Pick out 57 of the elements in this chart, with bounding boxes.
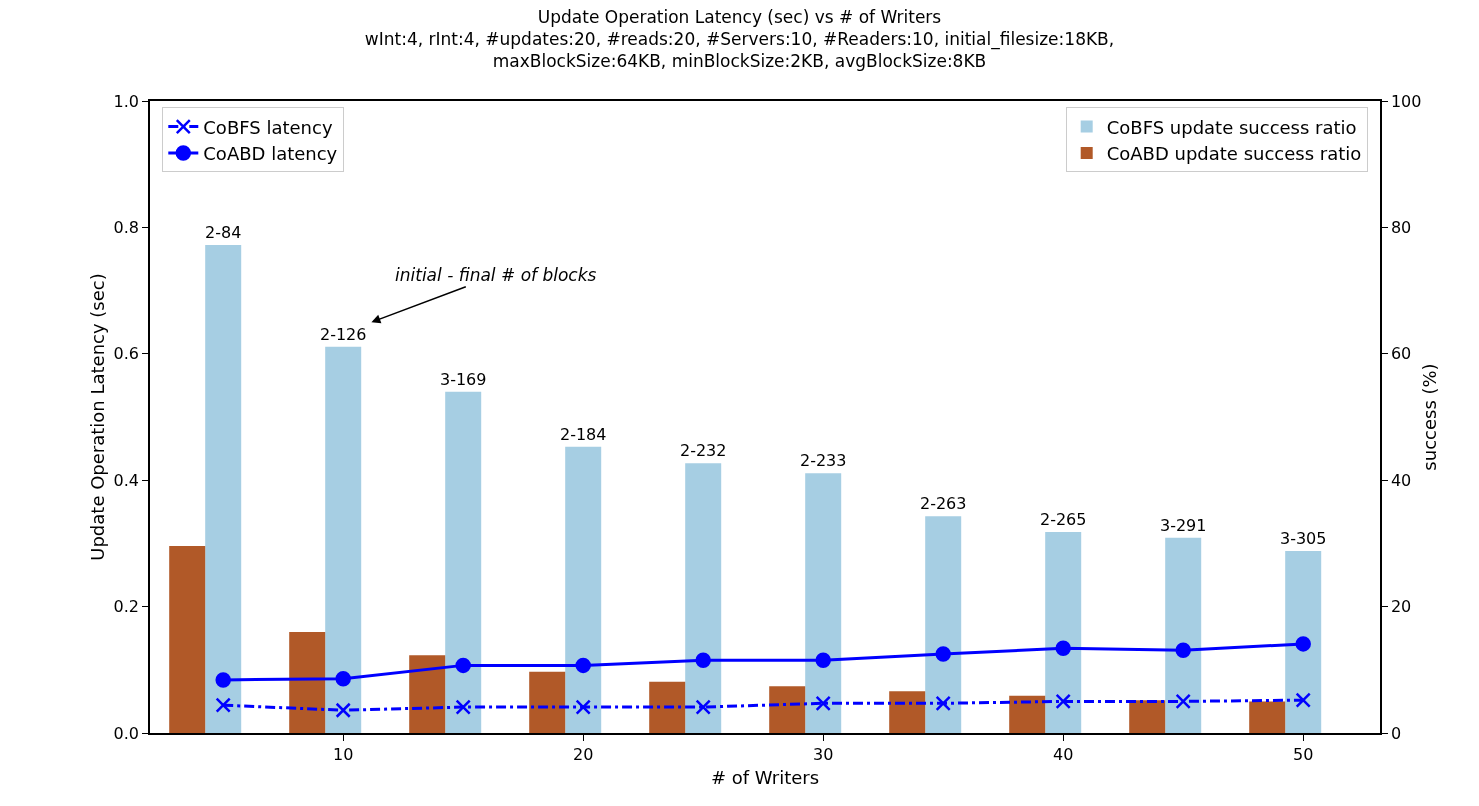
x-tick-label: 50 [1293, 744, 1314, 764]
data-label: 2-265 [1039, 510, 1087, 530]
point [335, 702, 351, 718]
point [1055, 693, 1071, 710]
data-label: 2-84 [205, 223, 242, 243]
point [1175, 693, 1191, 710]
x-tick-label: 40 [1053, 744, 1074, 764]
data-label: 3-291 [1159, 515, 1207, 535]
legend-label: CoBFS update success ratio [1106, 116, 1357, 138]
point [1055, 640, 1071, 657]
y-tick-label: 0.4 [113, 470, 140, 490]
data-label: 2-232 [679, 441, 727, 461]
y-tick-label: 0.6 [113, 344, 140, 364]
point [1295, 692, 1311, 708]
point [815, 695, 831, 712]
y2-tick-label: 100 [1390, 91, 1422, 111]
y-tick-label: 0.8 [113, 218, 140, 237]
annotation: initial - final # of blocks [395, 265, 597, 285]
y-axis-title: Update Operation Latency (sec) [86, 273, 108, 561]
y2-tick-label: 80 [1390, 218, 1412, 237]
y2-tick-label: 60 [1390, 344, 1412, 364]
x-tick-label: 10 [333, 744, 354, 764]
y-tick-label: 1.0 [113, 91, 140, 111]
point [1295, 636, 1311, 652]
chart-subtitle: wInt:4, rInt:4, #updates:20, #reads:20, #Servers:10, #Readers:10, initial_filesize:18KB, maxBlockSize:64KB, minBlockSize:2KB, avgBlockSize:8KB [364, 28, 1115, 71]
x-axis-title: # of Writers [710, 766, 820, 788]
point [215, 672, 231, 688]
y-tick-label: 0.0 [113, 723, 140, 743]
x-tick-label: 20 [573, 744, 594, 764]
point [935, 695, 951, 712]
point [575, 657, 591, 674]
data-label: 2-263 [919, 494, 967, 514]
chart-title: Update Operation Latency (sec) vs # of Writers [537, 6, 942, 27]
point [215, 697, 231, 713]
legend-label: CoABD update success ratio [1106, 142, 1362, 164]
data-label: 2-126 [319, 324, 367, 344]
point [695, 652, 711, 669]
point [815, 652, 831, 669]
y2-tick-label: 40 [1390, 470, 1412, 490]
y2-tick-label: 0 [1390, 723, 1402, 743]
y2-tick-label: 20 [1390, 597, 1412, 617]
data-label: 2-184 [559, 424, 607, 444]
point [575, 699, 591, 715]
point [1175, 642, 1191, 658]
data-label: 2-233 [799, 451, 847, 471]
point [455, 699, 471, 715]
x-tick-label: 30 [813, 744, 834, 764]
point [455, 657, 471, 674]
point [935, 646, 951, 662]
data-label: 3-305 [1279, 528, 1327, 548]
legend-label: CoBFS latency [203, 116, 333, 138]
y2-axis-title: success (%) [1418, 363, 1440, 471]
point [335, 670, 351, 687]
data-label: 3-169 [439, 369, 487, 389]
y-tick-label: 0.2 [113, 597, 140, 617]
legend-label: CoABD latency [203, 142, 338, 164]
point [695, 699, 711, 715]
